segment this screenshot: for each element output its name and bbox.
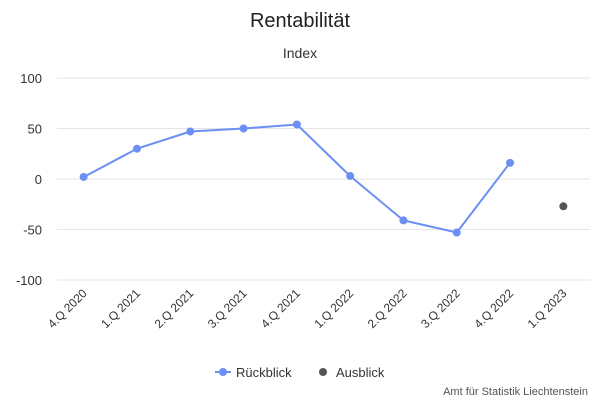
data-point[interactable] (79, 172, 88, 181)
x-tick-label: 2.Q 2021 (152, 286, 197, 331)
x-tick-label: 3.Q 2021 (205, 286, 250, 331)
credit-text[interactable]: Amt für Statistik Liechtenstein (443, 386, 588, 398)
y-tick-label: 50 (28, 122, 42, 137)
x-tick-label: 1.Q 2021 (98, 286, 143, 331)
x-tick-label: 4.Q 2021 (258, 286, 303, 331)
data-point[interactable] (506, 158, 515, 167)
data-point[interactable] (239, 124, 248, 133)
data-point[interactable] (346, 171, 355, 180)
y-tick-label: 0 (35, 172, 42, 187)
legend[interactable]: Rückblick Ausblick (215, 365, 385, 380)
data-point[interactable] (186, 127, 195, 136)
y-tick-label: -100 (16, 273, 42, 288)
legend-item[interactable]: Ausblick (319, 365, 385, 380)
data-point[interactable] (452, 228, 461, 237)
legend-item[interactable]: Rückblick (215, 365, 292, 380)
data-point[interactable] (559, 202, 568, 211)
x-tick-label: 1.Q 2022 (311, 286, 356, 331)
series-1[interactable] (559, 202, 568, 211)
x-tick-label: 4.Q 2020 (45, 286, 90, 331)
y-tick-label: -50 (23, 223, 42, 238)
legend-label: Ausblick (336, 365, 385, 380)
grid (57, 77, 590, 281)
data-point[interactable] (399, 216, 408, 225)
x-tick-label: 3.Q 2022 (418, 286, 463, 331)
data-point[interactable] (132, 144, 141, 153)
chart-title: Rentabilität (250, 10, 351, 32)
legend-marker (319, 368, 327, 376)
x-tick-label: 2.Q 2022 (365, 286, 410, 331)
y-axis-ticks: 100 50 0 -50 -100 (16, 71, 42, 288)
chart-subtitle: Index (283, 45, 317, 61)
x-tick-label: 1.Q 2023 (525, 286, 570, 331)
legend-label: Rückblick (236, 365, 292, 380)
x-tick-label: 4.Q 2022 (471, 286, 516, 331)
data-point[interactable] (292, 120, 301, 129)
legend-marker (219, 368, 227, 376)
y-tick-label: 100 (20, 71, 42, 86)
x-axis-ticks: 4.Q 2020 1.Q 2021 2.Q 2021 3.Q 2021 4.Q 2021… (45, 286, 570, 331)
series-0[interactable] (79, 120, 515, 237)
series-layer (79, 120, 568, 237)
